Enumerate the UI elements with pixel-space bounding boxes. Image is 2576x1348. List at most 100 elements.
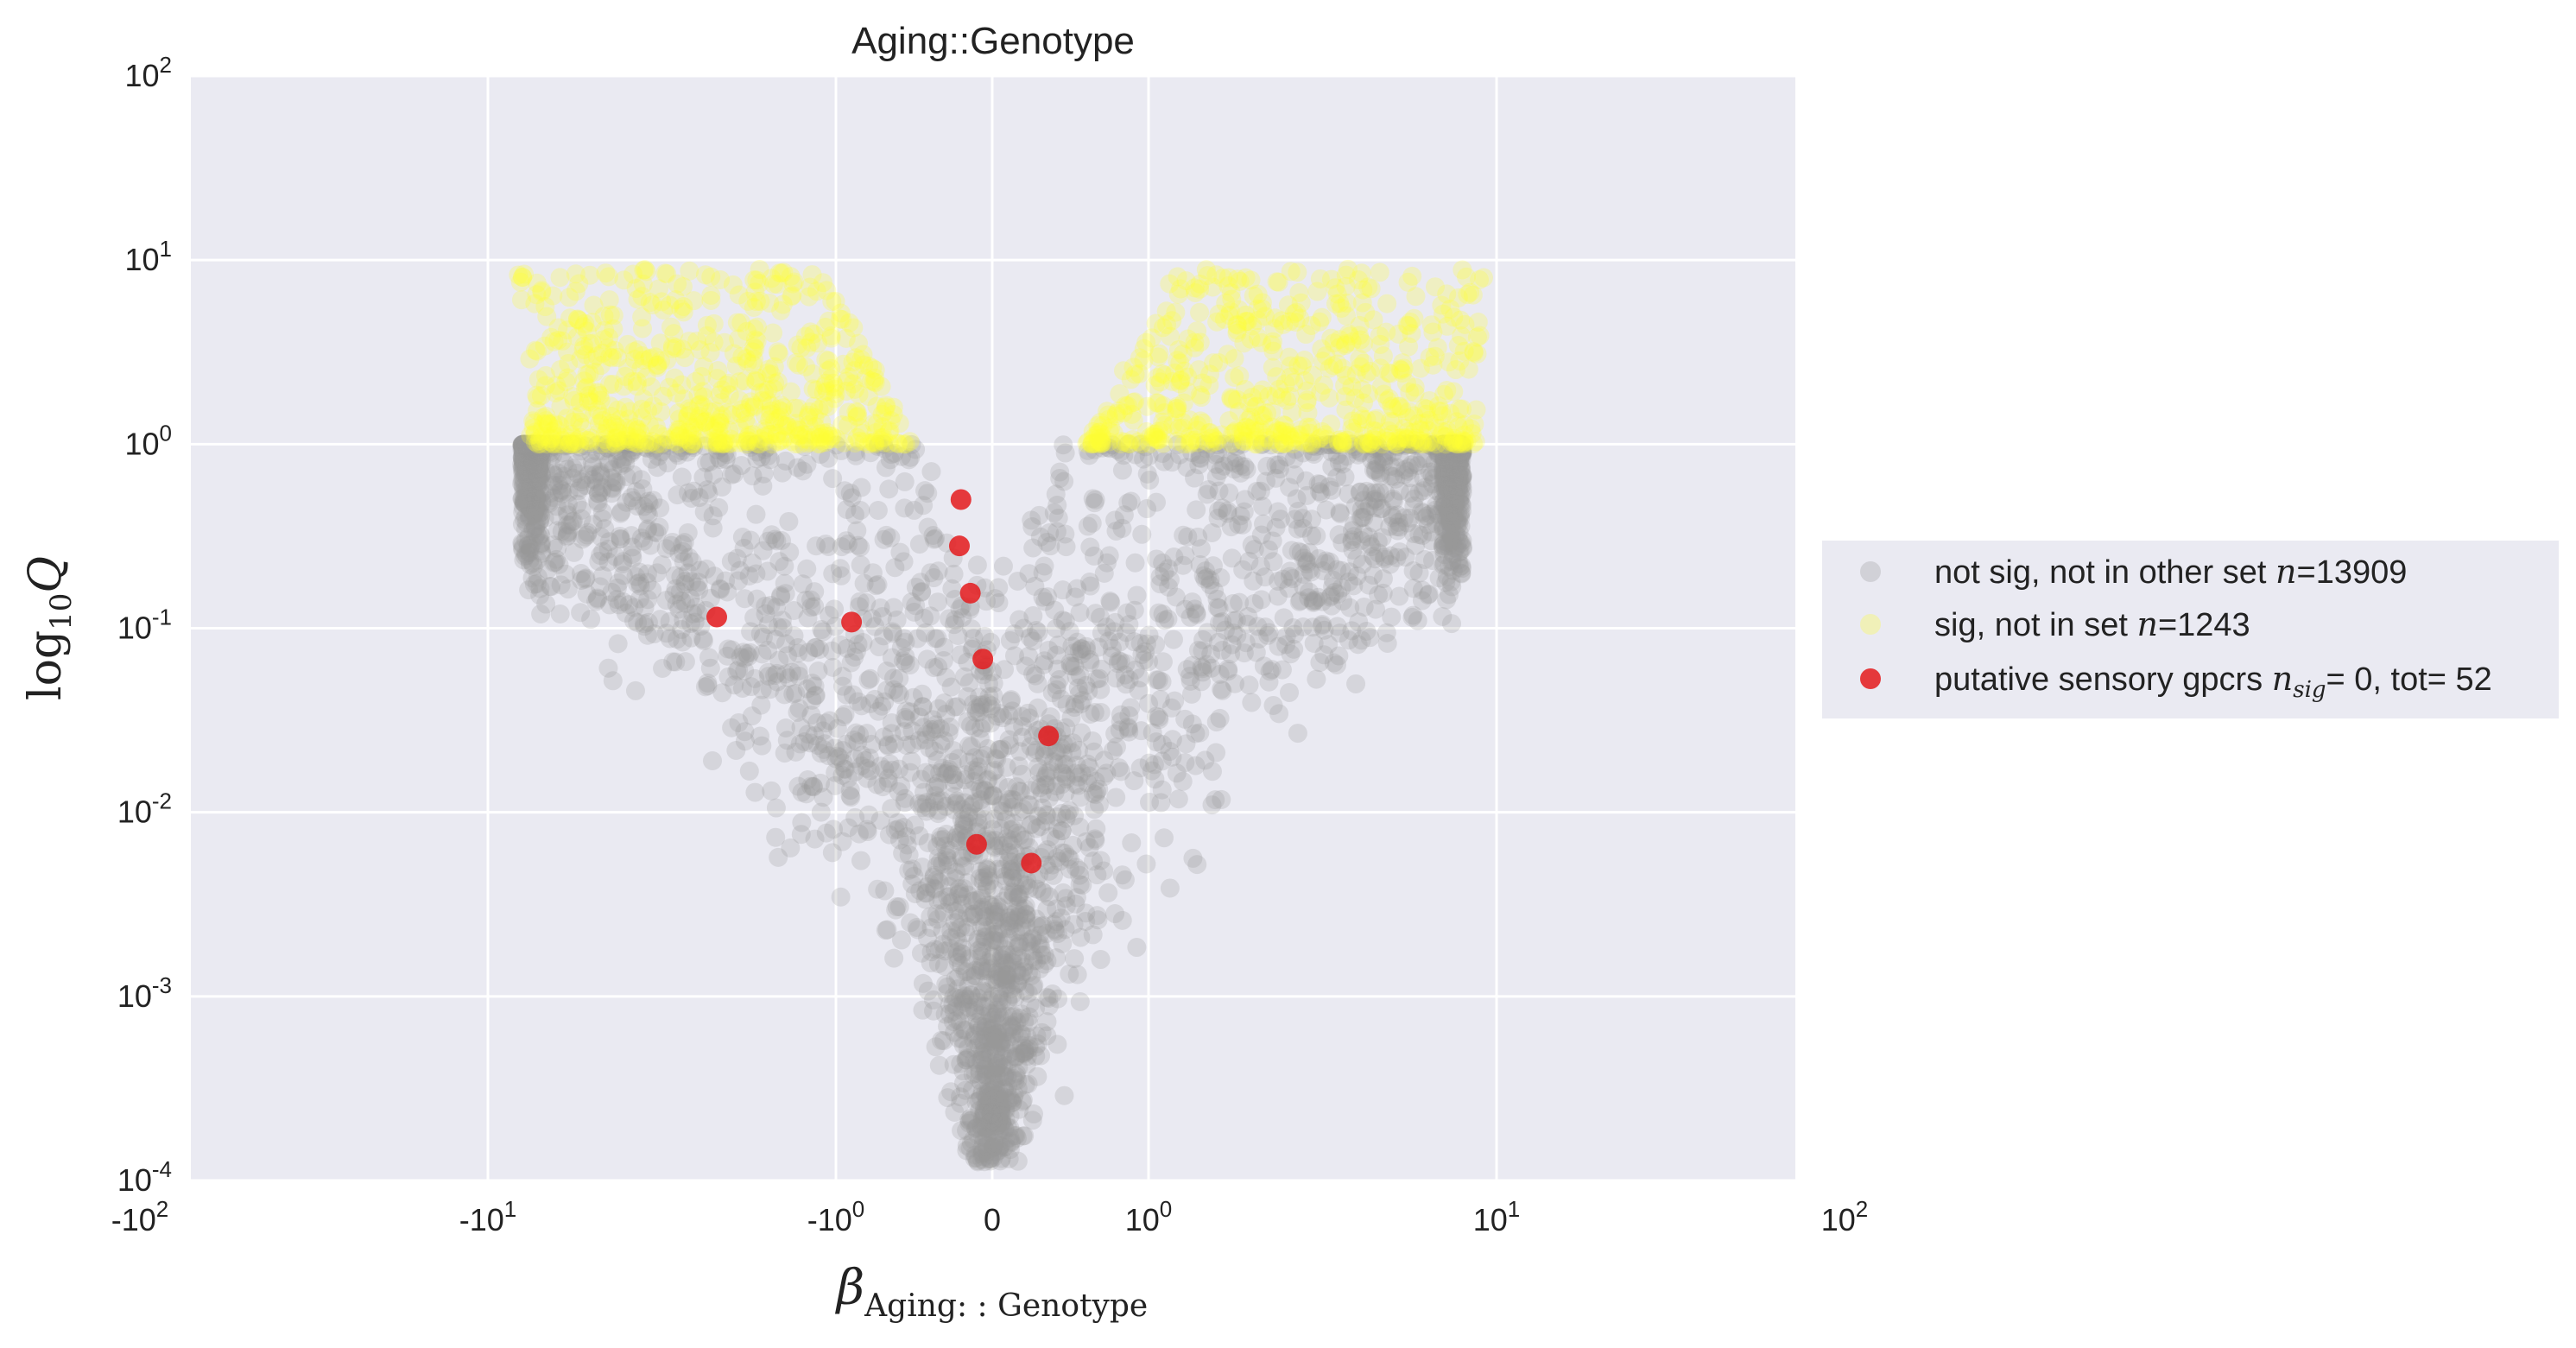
not-sig-point: [831, 887, 851, 907]
x-tick-label: -100: [807, 1196, 865, 1237]
not-sig-point: [1206, 454, 1226, 474]
not-sig-point: [1443, 435, 1463, 455]
not-sig-point: [602, 468, 622, 488]
not-sig-point: [835, 705, 855, 725]
sig-point: [763, 434, 782, 454]
not-sig-point: [902, 751, 921, 771]
not-sig-point: [1448, 526, 1468, 546]
not-sig-point: [1139, 446, 1159, 465]
not-sig-point: [948, 901, 968, 921]
not-sig-point: [721, 552, 741, 572]
not-sig-point: [1424, 468, 1444, 488]
sig-point: [1457, 267, 1477, 287]
not-sig-point: [911, 582, 931, 602]
not-sig-point: [1202, 762, 1222, 782]
not-sig-point: [882, 799, 902, 819]
not-sig-point: [1342, 621, 1362, 641]
not-sig-point: [923, 710, 943, 730]
not-sig-point: [972, 942, 991, 962]
x-tick-label: 101: [1473, 1196, 1521, 1237]
not-sig-point: [843, 685, 863, 705]
not-sig-point: [520, 538, 540, 558]
not-sig-point: [550, 604, 570, 623]
not-sig-point: [1144, 755, 1164, 775]
not-sig-point: [862, 734, 882, 754]
not-sig-point: [609, 573, 629, 592]
not-sig-point: [1060, 622, 1079, 642]
not-sig-point: [985, 930, 1005, 950]
not-sig-point: [1127, 938, 1147, 958]
not-sig-point: [1023, 928, 1043, 948]
not-sig-point: [1023, 726, 1043, 746]
not-sig-point: [1044, 752, 1064, 772]
not-sig-point: [998, 991, 1018, 1011]
not-sig-point: [530, 434, 550, 454]
not-sig-point: [1447, 513, 1467, 533]
not-sig-point: [837, 685, 857, 705]
not-sig-point: [1002, 690, 1022, 710]
not-sig-point: [528, 434, 548, 454]
sig-point: [1225, 422, 1244, 442]
not-sig-point: [1060, 656, 1080, 676]
y-tick-label: 100: [124, 420, 172, 461]
not-sig-point: [765, 529, 785, 549]
not-sig-point: [845, 762, 865, 782]
not-sig-point: [991, 1101, 1011, 1121]
not-sig-point: [909, 535, 929, 554]
not-sig-point: [1408, 455, 1428, 475]
not-sig-point: [992, 990, 1012, 1010]
not-sig-point: [598, 658, 618, 678]
not-sig-point: [1447, 442, 1467, 462]
not-sig-point: [966, 699, 986, 718]
not-sig-point: [1097, 553, 1117, 573]
not-sig-point: [989, 924, 1009, 944]
sig-point: [550, 268, 570, 288]
sig-point: [600, 305, 620, 325]
not-sig-point: [952, 955, 972, 975]
not-sig-point: [996, 1110, 1016, 1130]
not-sig-point: [1442, 435, 1462, 455]
not-sig-point: [1019, 1007, 1039, 1027]
not-sig-point: [716, 571, 736, 591]
not-sig-point: [535, 508, 554, 528]
not-sig-point: [1008, 571, 1028, 591]
sig-point: [528, 370, 548, 389]
not-sig-point: [984, 1113, 1003, 1133]
not-sig-point: [1360, 535, 1380, 554]
not-sig-point: [1155, 611, 1174, 630]
not-sig-point: [1180, 671, 1200, 691]
not-sig-point: [964, 904, 984, 924]
legend: not sig, not in other set n=13909 sig, n…: [1822, 541, 2559, 718]
sig-point: [661, 317, 680, 337]
not-sig-point: [1244, 571, 1263, 591]
sig-point: [566, 264, 585, 284]
not-sig-point: [1185, 599, 1205, 619]
not-sig-point: [1445, 437, 1465, 457]
not-sig-point: [773, 617, 793, 637]
not-sig-point: [921, 462, 941, 482]
not-sig-point: [832, 537, 851, 557]
not-sig-point: [783, 684, 803, 704]
not-sig-point: [1159, 577, 1179, 597]
not-sig-point: [860, 761, 880, 781]
not-sig-point: [642, 449, 661, 469]
not-sig-point: [879, 479, 899, 499]
not-sig-point: [916, 801, 936, 821]
not-sig-point: [631, 470, 651, 490]
not-sig-point: [515, 438, 535, 458]
not-sig-point: [1182, 655, 1202, 675]
not-sig-point: [924, 878, 944, 898]
not-sig-point: [1421, 435, 1441, 455]
not-sig-point: [797, 679, 817, 699]
not-sig-point: [1303, 436, 1323, 456]
not-sig-point: [743, 553, 763, 573]
not-sig-point: [1350, 441, 1370, 461]
not-sig-point: [1039, 996, 1059, 1016]
not-sig-point: [1434, 476, 1453, 496]
not-sig-point: [1437, 566, 1457, 586]
not-sig-point: [975, 1097, 995, 1117]
not-sig-point: [1433, 535, 1453, 555]
not-sig-point: [1098, 883, 1118, 902]
not-sig-point: [1022, 517, 1042, 537]
not-sig-point: [1259, 672, 1279, 692]
